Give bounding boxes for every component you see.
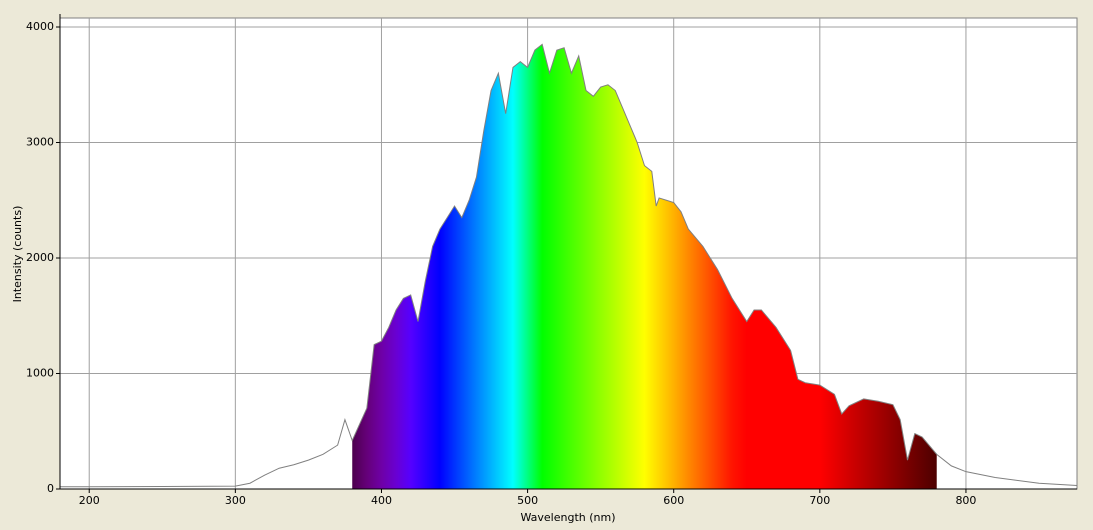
- y-axis-label: Intensity (counts): [11, 206, 24, 303]
- x-tick-label: 700: [809, 494, 830, 507]
- y-tick-label: 1000: [26, 367, 54, 380]
- x-tick-label: 800: [955, 494, 976, 507]
- x-tick-label: 300: [225, 494, 246, 507]
- x-axis-label: Wavelength (nm): [520, 511, 615, 524]
- x-tick-label: 200: [79, 494, 100, 507]
- y-tick-label: 2000: [26, 251, 54, 264]
- x-tick-label: 600: [663, 494, 684, 507]
- spectrum-fill: [352, 44, 937, 489]
- y-tick-label: 4000: [26, 20, 54, 33]
- y-tick-label: 3000: [26, 136, 54, 149]
- x-tick-label: 400: [371, 494, 392, 507]
- x-tick-label: 500: [517, 494, 538, 507]
- y-tick-label: 0: [47, 482, 54, 495]
- spectrum-line: [60, 43, 1078, 488]
